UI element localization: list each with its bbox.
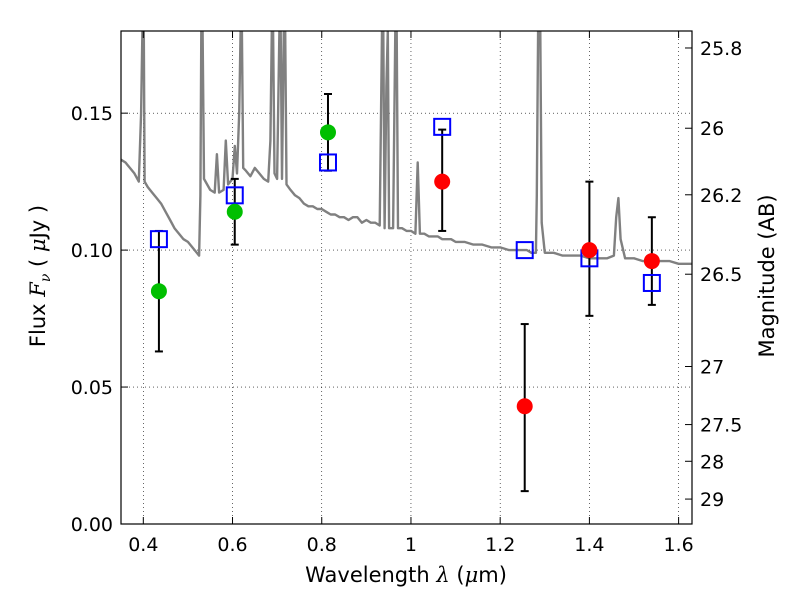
y2-axis-label: Magnitude (AB) xyxy=(755,194,779,357)
observed-point xyxy=(150,283,167,300)
y-axis-ticks: 0.00 0.05 0.10 0.15 xyxy=(71,103,128,536)
y2-axis-ticks: 25.8 26 26.2 26.5 27 27.5 28 29 xyxy=(685,38,742,511)
observed-point xyxy=(581,242,598,259)
observed-point xyxy=(319,124,336,141)
x-axis-ticks: 0.4 0.6 0.8 1 1.2 1.4 1.6 xyxy=(128,31,694,556)
observed-point xyxy=(226,203,243,220)
x-tick-label: 0.8 xyxy=(307,534,337,556)
model-photometry-point xyxy=(225,186,244,205)
x-tick-label: 0.4 xyxy=(128,534,158,556)
y-axis-label: Flux Fν ( μJy ) xyxy=(26,205,54,347)
y2-tick-label: 25.8 xyxy=(700,38,742,60)
grid-lines xyxy=(121,31,692,525)
model-photometry-series xyxy=(149,117,661,292)
x-tick-label: 1.6 xyxy=(664,534,694,556)
y2-tick-label: 26 xyxy=(700,118,724,140)
y-tick-label: 0.10 xyxy=(71,240,113,262)
model-photometry-point xyxy=(433,117,452,136)
x-axis-label: Wavelength λ (μm) xyxy=(305,563,507,587)
model-photometry-point xyxy=(318,153,337,172)
y2-tick-label: 27 xyxy=(700,357,724,379)
model-photometry-point xyxy=(642,273,661,292)
y-tick-label: 0.05 xyxy=(71,377,113,399)
spectrum-series xyxy=(121,31,692,265)
x-tick-label: 1.2 xyxy=(485,534,515,556)
y2-tick-label: 29 xyxy=(700,489,724,511)
plot-frame xyxy=(120,30,693,525)
observed-point xyxy=(516,398,533,415)
y2-tick-label: 27.5 xyxy=(700,415,742,437)
observed-point xyxy=(643,253,660,270)
error-bars xyxy=(154,92,656,493)
y-tick-label: 0.00 xyxy=(71,514,113,536)
model-photometry-point xyxy=(515,241,534,260)
observed-point xyxy=(434,173,451,190)
model-photometry-point xyxy=(149,230,168,249)
y2-tick-label: 26.5 xyxy=(700,264,742,286)
y2-tick-label: 26.2 xyxy=(700,185,742,207)
x-tick-label: 0.6 xyxy=(217,534,247,556)
y-tick-label: 0.15 xyxy=(71,103,113,125)
x-tick-label: 1.4 xyxy=(574,534,604,556)
y2-tick-label: 28 xyxy=(700,451,724,473)
x-tick-label: 1 xyxy=(405,534,417,556)
observed-photometry-series xyxy=(150,124,660,415)
spectrum-line xyxy=(121,31,692,265)
